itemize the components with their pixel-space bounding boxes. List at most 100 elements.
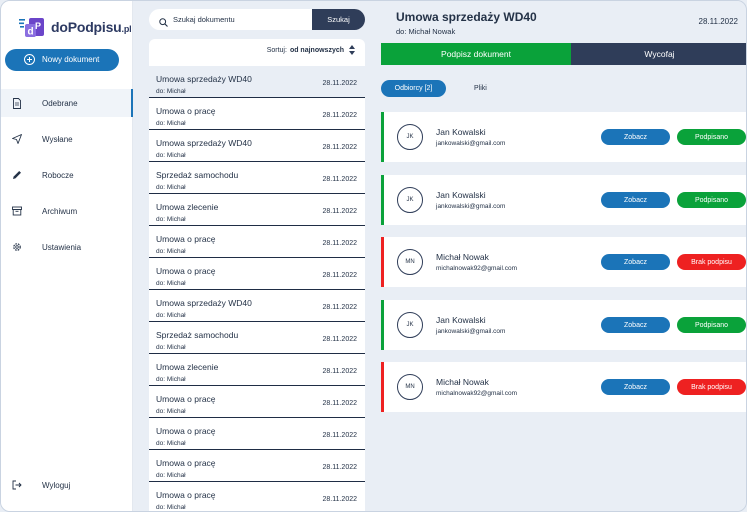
view-button[interactable]: Zobacz bbox=[601, 379, 670, 395]
document-title: Umowa sprzedaży WD40 bbox=[396, 10, 537, 24]
pencil-icon bbox=[12, 170, 22, 180]
document-item-date: 28.11.2022 bbox=[322, 496, 357, 503]
document-list: Umowa sprzedaży WD40 do: Michał 28.11.2022… bbox=[149, 66, 365, 511]
status-badge: Brak podpisu bbox=[677, 379, 746, 395]
recipient-name: Jan Kowalski bbox=[436, 315, 486, 325]
sidebar-item-archiwum[interactable]: Archiwum bbox=[1, 197, 133, 225]
new-document-button[interactable]: Nowy dokument bbox=[5, 49, 119, 71]
document-list-item[interactable]: Umowa o pracę do: Michał 28.11.2022 bbox=[149, 386, 365, 418]
document-list-item[interactable]: Umowa sprzedaży WD40 do: Michał 28.11.2022 bbox=[149, 290, 365, 322]
withdraw-button[interactable]: Wycofaj bbox=[571, 43, 746, 65]
document-list-item[interactable]: Umowa sprzedaży WD40 do: Michał 28.11.2022 bbox=[149, 66, 365, 98]
document-list-item[interactable]: Umowa o pracę do: Michał 28.11.2022 bbox=[149, 98, 365, 130]
document-item-recipient: do: Michał bbox=[156, 440, 186, 447]
view-button[interactable]: Zobacz bbox=[601, 254, 670, 270]
sort-control[interactable]: Sortuj: od najnowszych bbox=[267, 45, 355, 55]
search-icon bbox=[159, 14, 168, 30]
document-list-item[interactable]: Umowa o pracę do: Michał 28.11.2022 bbox=[149, 450, 365, 482]
document-item-recipient: do: Michał bbox=[156, 312, 186, 319]
avatar: JK bbox=[397, 312, 423, 338]
search-button[interactable]: Szukaj bbox=[312, 9, 365, 30]
document-recipient: do: Michał Nowak bbox=[396, 27, 456, 36]
recipient-card: JK Jan Kowalski jankowalski@gmail.com Zobac… bbox=[381, 300, 746, 350]
sidebar-item-label: Archiwum bbox=[42, 207, 78, 216]
status-badge: Podpisano bbox=[677, 317, 746, 333]
recipient-card: MN Michał Nowak michalnowak92@gmail.com Zob… bbox=[381, 362, 746, 412]
avatar: JK bbox=[397, 187, 423, 213]
document-list-item[interactable]: Umowa zlecenie do: Michał 28.11.2022 bbox=[149, 354, 365, 386]
svg-text:P: P bbox=[35, 21, 41, 31]
document-list-item[interactable]: Umowa o pracę do: Michał 28.11.2022 bbox=[149, 226, 365, 258]
search-input[interactable] bbox=[173, 12, 313, 27]
document-item-recipient: do: Michał bbox=[156, 504, 186, 511]
document-item-title: Umowa zlecenie bbox=[156, 362, 219, 372]
document-list-item[interactable]: Sprzedaż samochodu do: Michał 28.11.2022 bbox=[149, 162, 365, 194]
document-list-item[interactable]: Sprzedaż samochodu do: Michał 28.11.2022 bbox=[149, 322, 365, 354]
view-button[interactable]: Zobacz bbox=[601, 317, 670, 333]
tab-files[interactable]: Pliki bbox=[474, 85, 487, 92]
document-item-date: 28.11.2022 bbox=[322, 304, 357, 311]
document-item-title: Umowa o pracę bbox=[156, 266, 216, 276]
sidebar-item-label: Ustawienia bbox=[42, 243, 82, 252]
document-list-item[interactable]: Umowa o pracę do: Michał 28.11.2022 bbox=[149, 482, 365, 511]
recipient-card: JK Jan Kowalski jankowalski@gmail.com Zobac… bbox=[381, 112, 746, 162]
document-item-date: 28.11.2022 bbox=[322, 432, 357, 439]
document-item-date: 28.11.2022 bbox=[322, 144, 357, 151]
logo-text: doPodpisu.pl bbox=[51, 19, 132, 35]
sidebar-item-ustawienia[interactable]: Ustawienia bbox=[1, 233, 133, 261]
sidebar-item-label: Odebrane bbox=[42, 99, 78, 108]
recipient-name: Michał Nowak bbox=[436, 377, 489, 387]
recipient-email: jankowalski@gmail.com bbox=[436, 328, 506, 335]
document-item-date: 28.11.2022 bbox=[322, 240, 357, 247]
document-item-title: Umowa zlecenie bbox=[156, 202, 219, 212]
gear-icon bbox=[12, 242, 22, 252]
sort-value: od najnowszych bbox=[289, 46, 344, 54]
recipient-name: Jan Kowalski bbox=[436, 127, 486, 137]
logo[interactable]: d P doPodpisu.pl bbox=[19, 15, 132, 39]
avatar: MN bbox=[397, 374, 423, 400]
logout-button[interactable]: Wyloguj bbox=[1, 471, 133, 499]
document-item-recipient: do: Michał bbox=[156, 216, 186, 223]
document-item-title: Umowa o pracę bbox=[156, 426, 216, 436]
document-item-date: 28.11.2022 bbox=[322, 336, 357, 343]
svg-text:d: d bbox=[28, 27, 34, 38]
new-document-label: Nowy dokument bbox=[42, 55, 100, 64]
document-item-recipient: do: Michał bbox=[156, 152, 186, 159]
sidebar: d P doPodpisu.pl Nowy dokument Odebrane … bbox=[1, 1, 133, 511]
view-button[interactable]: Zobacz bbox=[601, 192, 670, 208]
status-indicator-bar bbox=[381, 362, 384, 412]
status-indicator-bar bbox=[381, 300, 384, 350]
document-list-item[interactable]: Umowa zlecenie do: Michał 28.11.2022 bbox=[149, 194, 365, 226]
logout-label: Wyloguj bbox=[42, 481, 71, 490]
document-list-item[interactable]: Umowa o pracę do: Michał 28.11.2022 bbox=[149, 418, 365, 450]
document-item-date: 28.11.2022 bbox=[322, 176, 357, 183]
document-item-recipient: do: Michał bbox=[156, 120, 186, 127]
document-icon bbox=[12, 98, 22, 109]
document-item-title: Umowa o pracę bbox=[156, 106, 216, 116]
document-list-item[interactable]: Umowa o pracę do: Michał 28.11.2022 bbox=[149, 258, 365, 290]
document-item-date: 28.11.2022 bbox=[322, 400, 357, 407]
document-item-recipient: do: Michał bbox=[156, 408, 186, 415]
document-item-date: 28.11.2022 bbox=[322, 464, 357, 471]
recipient-email: michalnowak92@gmail.com bbox=[436, 265, 518, 272]
sidebar-item-odebrane[interactable]: Odebrane bbox=[1, 89, 133, 117]
status-badge: Podpisano bbox=[677, 129, 746, 145]
document-item-date: 28.11.2022 bbox=[322, 208, 357, 215]
status-indicator-bar bbox=[381, 237, 384, 287]
recipient-name: Michał Nowak bbox=[436, 252, 489, 262]
view-button[interactable]: Zobacz bbox=[601, 129, 670, 145]
document-item-recipient: do: Michał bbox=[156, 472, 186, 479]
send-icon bbox=[12, 134, 22, 144]
status-badge: Podpisano bbox=[677, 192, 746, 208]
recipient-email: michalnowak92@gmail.com bbox=[436, 390, 518, 397]
sidebar-item-wyslane[interactable]: Wysłane bbox=[1, 125, 133, 153]
tab-recipients[interactable]: Odbiorcy [2] bbox=[381, 80, 446, 97]
document-item-title: Umowa sprzedaży WD40 bbox=[156, 138, 252, 148]
document-list-item[interactable]: Umowa sprzedaży WD40 do: Michał 28.11.2022 bbox=[149, 130, 365, 162]
recipient-email: jankowalski@gmail.com bbox=[436, 140, 506, 147]
status-indicator-bar bbox=[381, 175, 384, 225]
sign-document-button[interactable]: Podpisz dokument bbox=[381, 43, 571, 65]
sidebar-item-robocze[interactable]: Robocze bbox=[1, 161, 133, 189]
document-item-title: Umowa o pracę bbox=[156, 458, 216, 468]
